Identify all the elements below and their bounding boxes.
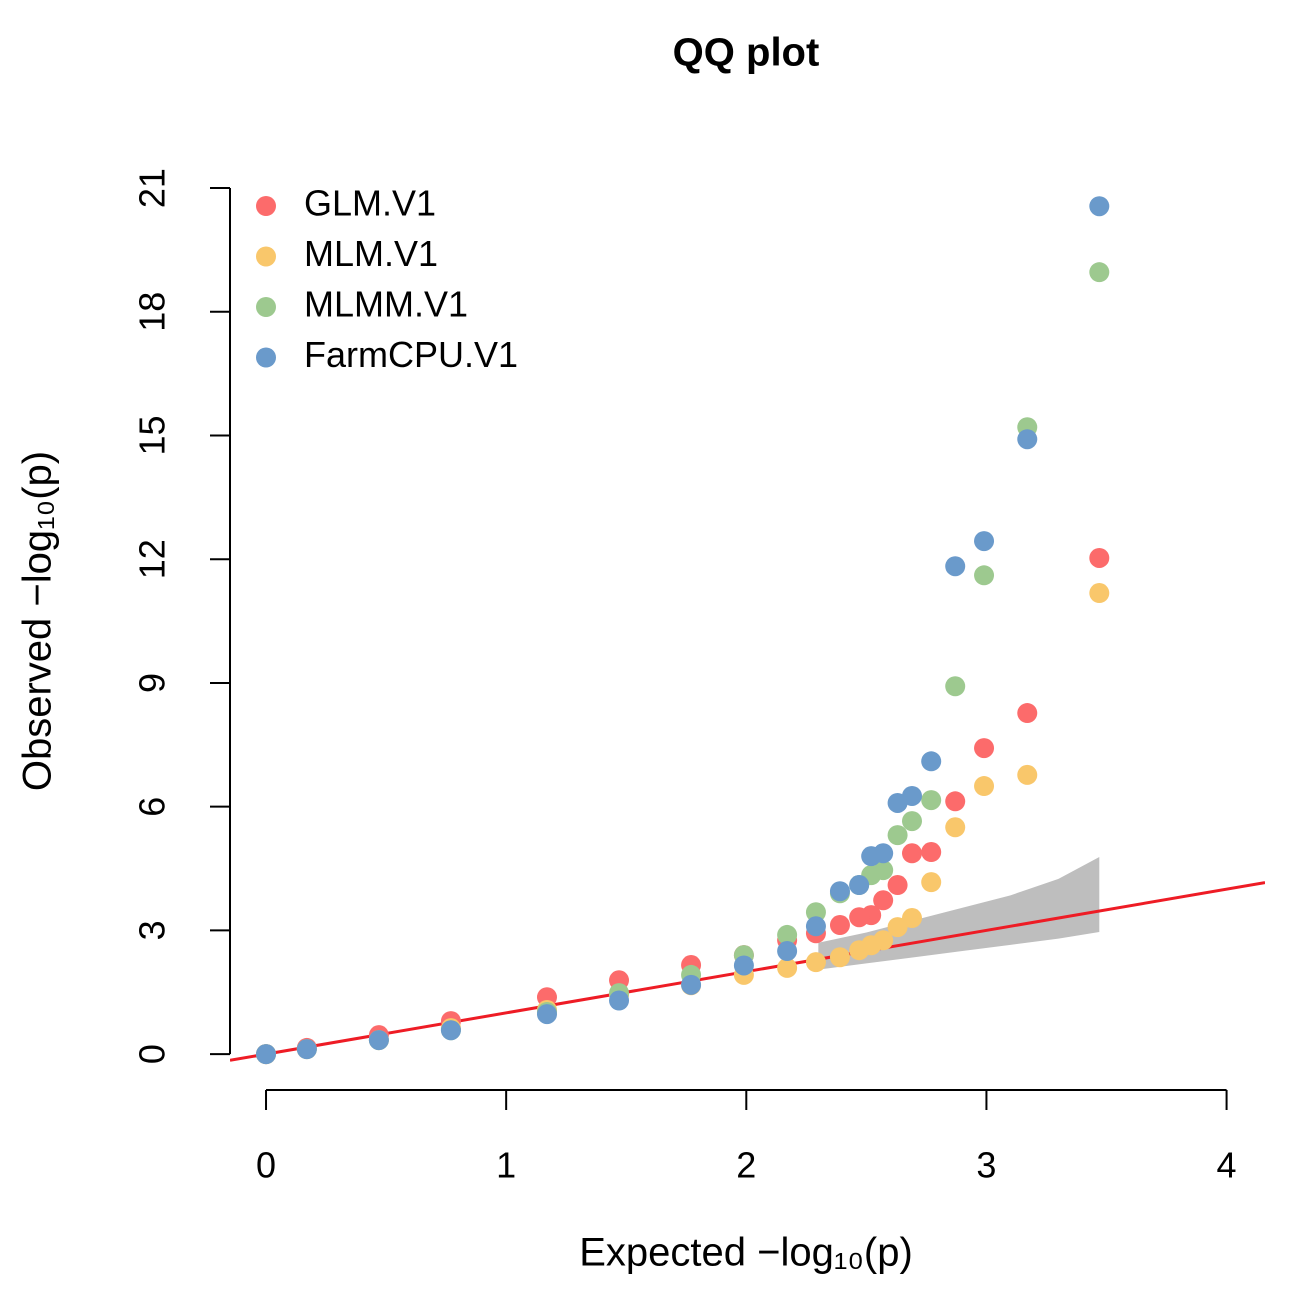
- legend-label: MLMM.V1: [304, 284, 468, 325]
- point: [733, 955, 754, 976]
- point: [805, 902, 826, 923]
- y-tick-label: 18: [132, 292, 173, 332]
- point: [777, 957, 798, 978]
- point: [805, 952, 826, 973]
- point: [829, 915, 850, 936]
- point: [1017, 703, 1038, 724]
- point: [861, 846, 882, 867]
- point: [901, 811, 922, 832]
- point: [945, 556, 966, 577]
- point: [974, 565, 995, 586]
- point: [1017, 764, 1038, 785]
- y-tick-label: 12: [132, 539, 173, 579]
- point: [849, 875, 870, 896]
- legend-label: GLM.V1: [304, 183, 436, 224]
- point: [887, 875, 908, 896]
- x-axis-label: Expected −log₁₀(p): [579, 1231, 913, 1275]
- point: [974, 738, 995, 759]
- point: [256, 1044, 277, 1065]
- point: [945, 817, 966, 838]
- point: [921, 842, 942, 863]
- point: [829, 947, 850, 968]
- y-axis-label: Observed −log₁₀(p): [16, 451, 60, 791]
- point: [681, 974, 702, 995]
- point: [921, 790, 942, 811]
- point: [873, 890, 894, 911]
- point: [945, 791, 966, 812]
- point: [1089, 262, 1110, 283]
- plot-area: [230, 196, 1265, 1065]
- x-tick-label: 3: [976, 1145, 996, 1186]
- y-tick-label: 6: [132, 797, 173, 817]
- point: [609, 990, 630, 1011]
- point: [805, 916, 826, 937]
- y-tick-label: 9: [132, 673, 173, 693]
- legend-label: MLM.V1: [304, 233, 438, 274]
- x-tick-label: 0: [256, 1145, 276, 1186]
- point: [887, 825, 908, 846]
- y-tick-label: 0: [132, 1044, 173, 1064]
- point: [296, 1039, 317, 1060]
- point: [1089, 196, 1110, 217]
- point: [921, 872, 942, 893]
- point: [368, 1030, 389, 1051]
- point: [829, 881, 850, 902]
- point: [887, 792, 908, 813]
- point: [945, 676, 966, 697]
- legend-marker: [256, 196, 276, 216]
- point: [901, 908, 922, 929]
- point: [921, 751, 942, 772]
- x-tick-label: 4: [1217, 1145, 1237, 1186]
- point: [1017, 429, 1038, 450]
- point: [887, 917, 908, 938]
- chart-title: QQ plot: [673, 31, 820, 75]
- point: [777, 924, 798, 945]
- point: [1089, 547, 1110, 568]
- point: [1089, 583, 1110, 604]
- legend-label: FarmCPU.V1: [304, 334, 518, 375]
- point: [974, 776, 995, 797]
- point: [901, 843, 922, 864]
- x-tick-label: 1: [496, 1145, 516, 1186]
- point: [440, 1020, 461, 1041]
- legend-marker: [256, 347, 276, 368]
- point: [777, 941, 798, 962]
- legend-marker: [256, 246, 276, 267]
- x-tick-label: 2: [736, 1145, 756, 1186]
- point: [849, 940, 870, 961]
- y-tick-label: 15: [132, 415, 173, 455]
- legend-marker: [256, 297, 276, 317]
- point: [536, 1004, 557, 1025]
- y-tick-label: 21: [132, 168, 173, 208]
- point: [974, 531, 995, 552]
- point: [849, 907, 870, 928]
- y-tick-label: 3: [132, 920, 173, 940]
